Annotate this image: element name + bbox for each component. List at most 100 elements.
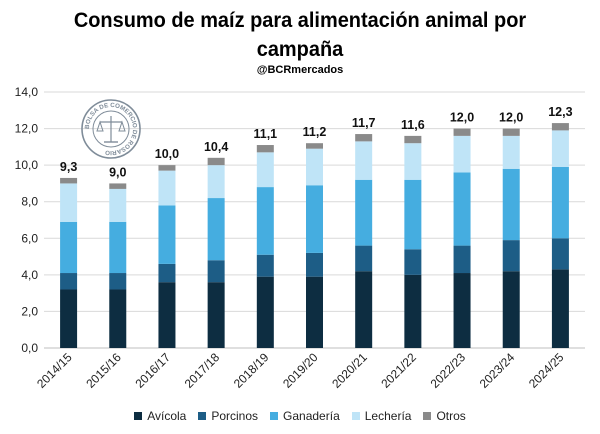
bar-segment-avicola bbox=[306, 276, 323, 348]
legend-swatch bbox=[134, 411, 143, 420]
x-tick-label: 2015/16 bbox=[83, 350, 124, 391]
legend-swatch bbox=[270, 411, 279, 420]
bar-segment-lecheria bbox=[306, 148, 323, 186]
bar-segment-otros bbox=[256, 145, 274, 153]
total-data-label: 9,0 bbox=[109, 165, 126, 179]
total-data-label: 12,3 bbox=[548, 105, 572, 119]
bar-segment-porcinos bbox=[60, 273, 78, 290]
bar-segment-ganaderia bbox=[404, 179, 422, 250]
bar-segment-porcinos bbox=[502, 240, 520, 272]
bar-segment-otros bbox=[502, 128, 520, 136]
bar-segment-avicola bbox=[60, 289, 78, 348]
legend-item: Avícola bbox=[134, 409, 186, 423]
bar-segment-ganaderia bbox=[256, 187, 274, 255]
bar-segment-ganaderia bbox=[502, 168, 520, 241]
total-data-label: 9,3 bbox=[60, 160, 77, 174]
total-data-label: 12,0 bbox=[499, 111, 523, 125]
bar-segment-avicola bbox=[256, 276, 274, 348]
bar-segment-otros bbox=[404, 135, 422, 144]
bar-segment-ganaderia bbox=[109, 221, 127, 274]
y-tick-label: 2,0 bbox=[21, 304, 38, 318]
bar-segment-lecheria bbox=[60, 183, 78, 222]
total-data-label: 10,0 bbox=[155, 147, 179, 161]
x-tick-label: 2023/24 bbox=[477, 350, 518, 391]
bcr-seal-logo: BOLSA DE COMERCIO DE ROSARIO bbox=[81, 99, 141, 159]
bar-segment-otros bbox=[109, 183, 127, 189]
bar-segment-lecheria bbox=[109, 188, 127, 222]
bar-segment-porcinos bbox=[158, 263, 176, 283]
chart-title: Consumo de maíz para alimentación animal… bbox=[15, 6, 585, 64]
total-data-label: 11,6 bbox=[401, 118, 425, 132]
total-data-label: 12,0 bbox=[450, 111, 474, 125]
bar-segment-otros bbox=[60, 177, 78, 184]
x-tick-label: 2021/22 bbox=[378, 350, 419, 391]
bar-segment-avicola bbox=[355, 271, 373, 348]
bar-segment-porcinos bbox=[256, 254, 274, 277]
bar-segment-otros bbox=[551, 123, 569, 131]
legend-item: Porcinos bbox=[198, 409, 258, 423]
bar-segment-lecheria bbox=[551, 130, 569, 167]
total-data-label: 11,7 bbox=[352, 116, 376, 130]
bar-segment-avicola bbox=[404, 274, 422, 348]
legend-swatch bbox=[351, 411, 360, 420]
bar-segment-porcinos bbox=[453, 245, 471, 274]
legend-item: Lechería bbox=[351, 409, 412, 423]
x-tick-label: 2017/18 bbox=[182, 350, 223, 391]
x-tick-label: 2024/25 bbox=[526, 350, 567, 391]
bar-segment-ganaderia bbox=[453, 172, 471, 246]
chart-legend: Avícola Porcinos Ganadería Lechería Otros bbox=[0, 409, 600, 423]
y-tick-label: 12,0 bbox=[15, 122, 39, 136]
bar-segment-porcinos bbox=[306, 252, 323, 277]
bar-segment-otros bbox=[453, 128, 471, 136]
legend-swatch bbox=[198, 411, 207, 420]
chart-handle: @BCRmercados bbox=[256, 64, 344, 76]
bar-segment-avicola bbox=[453, 273, 471, 348]
bar-segment-ganaderia bbox=[355, 179, 373, 246]
legend-swatch bbox=[423, 411, 432, 420]
chart-title-line-1: Consumo de maíz para alimentación animal… bbox=[73, 9, 527, 32]
legend-item: Otros bbox=[423, 409, 466, 423]
x-tick-label: 2016/17 bbox=[132, 350, 173, 391]
y-tick-label: 10,0 bbox=[15, 158, 39, 172]
x-tick-label: 2018/19 bbox=[231, 350, 272, 391]
bar-segment-ganaderia bbox=[207, 198, 225, 261]
x-tick-label: 2020/21 bbox=[329, 350, 370, 391]
bar-segment-porcinos bbox=[355, 245, 373, 272]
total-data-label: 11,2 bbox=[303, 125, 327, 139]
total-data-label: 11,1 bbox=[253, 127, 277, 141]
bar-segment-lecheria bbox=[404, 143, 422, 180]
bar-segment-ganaderia bbox=[551, 166, 569, 239]
legend-label: Porcinos bbox=[211, 409, 259, 423]
bar-segment-porcinos bbox=[551, 238, 569, 270]
bar-segment-ganaderia bbox=[306, 185, 323, 253]
bar-segment-avicola bbox=[207, 282, 225, 348]
bar-segment-ganaderia bbox=[158, 205, 176, 264]
bar-segment-avicola bbox=[109, 289, 127, 348]
bar-segment-lecheria bbox=[502, 135, 520, 169]
bar-segment-porcinos bbox=[109, 273, 127, 290]
y-tick-label: 6,0 bbox=[21, 231, 38, 245]
chart-title-line-2: campaña bbox=[256, 38, 344, 61]
bar-segment-lecheria bbox=[207, 165, 225, 199]
legend-label: Ganadería bbox=[283, 409, 340, 423]
bar-segment-otros bbox=[355, 134, 373, 142]
y-tick-label: 14,0 bbox=[15, 85, 39, 99]
bar-segment-porcinos bbox=[207, 260, 225, 283]
x-tick-label: 2019/20 bbox=[280, 350, 321, 391]
y-tick-label: 0,0 bbox=[21, 341, 38, 355]
bar-segment-avicola bbox=[551, 269, 569, 348]
bar-segment-avicola bbox=[158, 282, 176, 348]
legend-label: Otros bbox=[436, 409, 466, 423]
bar-segment-ganaderia bbox=[60, 221, 78, 274]
x-tick-label: 2014/15 bbox=[34, 350, 75, 391]
bar-segment-avicola bbox=[502, 271, 520, 348]
y-tick-label: 4,0 bbox=[21, 268, 38, 282]
bar-segment-lecheria bbox=[256, 152, 274, 188]
bar-segment-otros bbox=[158, 165, 176, 171]
legend-label: Lechería bbox=[364, 409, 412, 423]
legend-item: Ganadería bbox=[270, 409, 340, 423]
bar-segment-porcinos bbox=[404, 249, 422, 275]
bar-segment-otros bbox=[207, 157, 225, 166]
y-tick-label: 8,0 bbox=[21, 195, 38, 209]
